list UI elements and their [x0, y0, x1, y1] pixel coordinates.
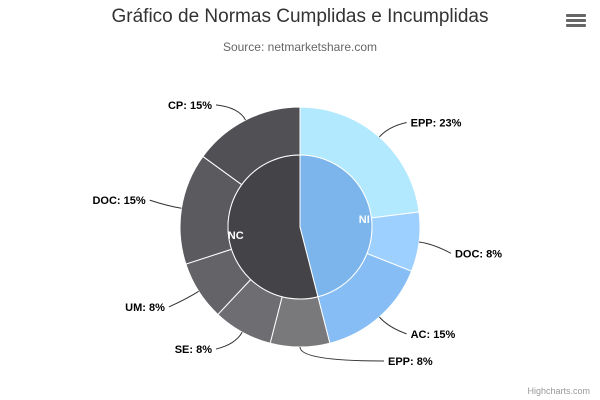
inner-label-ni: NI [359, 214, 370, 226]
connector-line [215, 331, 243, 350]
menu-bar [566, 19, 586, 22]
connector-line [418, 241, 452, 254]
inner-slice-nc[interactable] [227, 154, 319, 300]
hamburger-menu-icon[interactable] [564, 10, 588, 32]
chart-subtitle: Source: netmarketshare.com [222, 40, 378, 54]
menu-bar [566, 24, 586, 27]
outer-label-4: SE: 8% [175, 344, 213, 356]
connector-line [215, 104, 246, 121]
outer-label-7: CP: 15% [168, 100, 212, 112]
outer-label-3: EPP: 8% [388, 356, 433, 368]
outer-label-5: UM: 8% [125, 302, 165, 314]
data-labels: NI NC EPP: 23% DOC: 8% AC: 15% EPP: 8% SE: 8% U… [92, 100, 502, 368]
connector-line [299, 346, 385, 362]
inner-label-nc: NC [228, 230, 244, 242]
inner-pie [227, 154, 373, 300]
connector-line [378, 316, 407, 335]
inner-slice-ni[interactable] [299, 154, 373, 298]
outer-label-2: AC: 15% [411, 329, 456, 341]
label-connectors [149, 104, 452, 362]
chart-title: Gráfico de Normas Cumplidas e Incumplida… [111, 6, 489, 27]
connector-line [149, 199, 182, 209]
outer-label-0: EPP: 23% [411, 118, 462, 130]
outer-label-1: DOC: 8% [455, 248, 502, 260]
connector-line [168, 290, 199, 308]
connector-line [378, 122, 407, 138]
menu-bar [566, 14, 586, 17]
outer-label-6: DOC: 15% [92, 195, 145, 207]
credits-link[interactable]: Highcharts.com [527, 386, 590, 396]
